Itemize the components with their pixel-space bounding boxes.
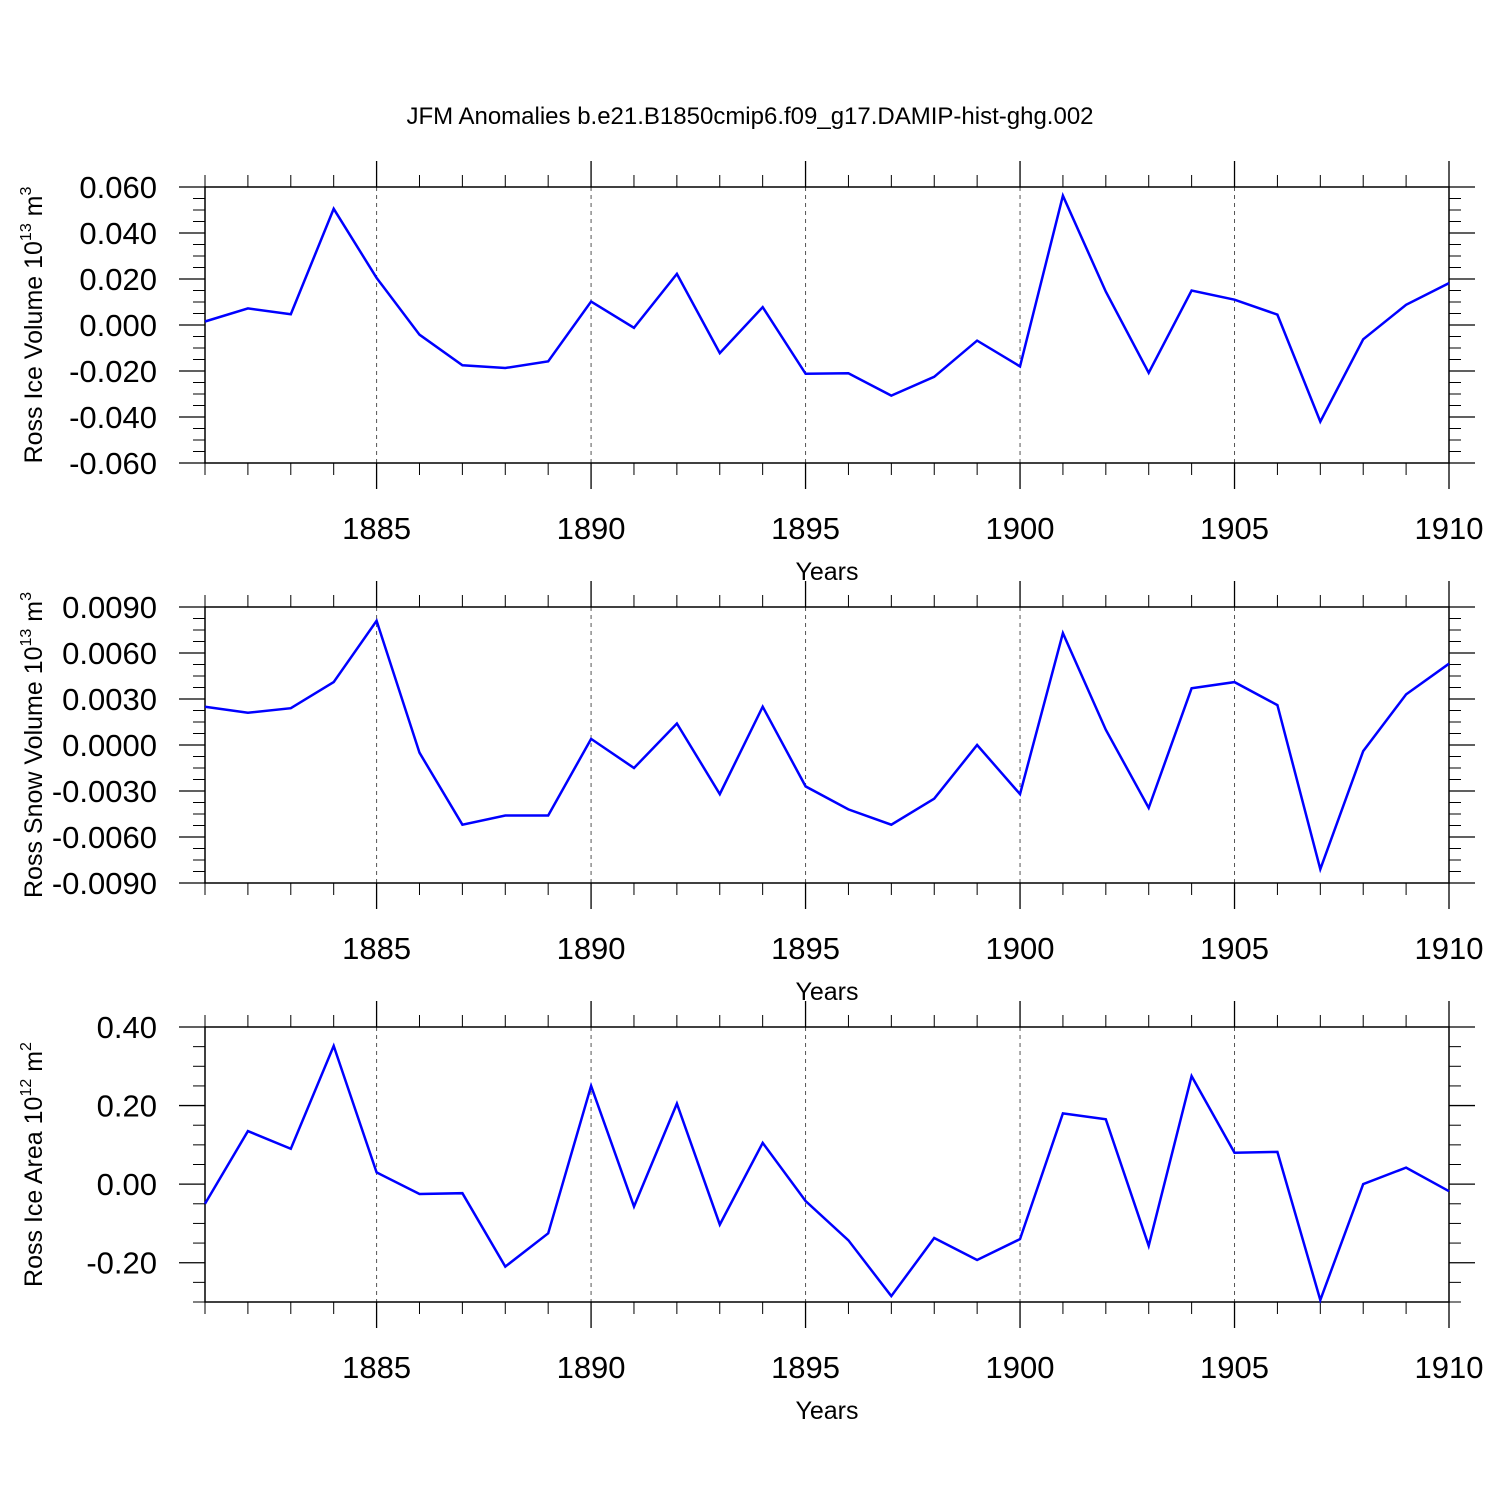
- y-tick-label: 0.0000: [62, 728, 157, 763]
- x-tick-label: 1885: [342, 511, 411, 546]
- figure-title: JFM Anomalies b.e21.B1850cmip6.f09_g17.D…: [406, 103, 1093, 130]
- y-tick-label: -0.0090: [52, 866, 157, 901]
- x-tick-label: 1900: [986, 931, 1055, 966]
- y-tick-label: 0.20: [97, 1089, 157, 1124]
- y-tick-label: 0.0030: [62, 682, 157, 717]
- y-tick-label: 0.040: [79, 216, 157, 251]
- series-line: [204, 191, 1450, 425]
- x-tick-label: 1905: [1200, 1350, 1269, 1385]
- x-tick-label: 1900: [986, 511, 1055, 546]
- x-tick-label: 1890: [557, 511, 626, 546]
- y-axis-label: Ross Snow Volume 1013 m3: [18, 592, 48, 898]
- y-tick-label: -0.060: [69, 446, 157, 481]
- chart-panel-2: 0.0090 0.0060 0.0030 0.0000 -0.0030 -0.0060 -0…: [18, 581, 1483, 1006]
- y-tick-label: -0.20: [86, 1246, 157, 1281]
- x-tick-label: 1890: [557, 931, 626, 966]
- series-line: [204, 618, 1450, 874]
- y-axis-label: Ross Ice Area 1012 m2: [18, 1042, 48, 1287]
- plot-frame: [204, 186, 1450, 464]
- x-tick-label: 1910: [1415, 1350, 1484, 1385]
- series-line: [203, 1042, 1450, 1304]
- y-tick-label: 0.060: [79, 170, 157, 205]
- y-tick-label: 0.020: [79, 262, 157, 297]
- y-tick-label: -0.020: [69, 354, 157, 389]
- x-tick-label: 1905: [1200, 931, 1269, 966]
- plot-frame: [204, 606, 1450, 884]
- x-tick-label: 1895: [771, 931, 840, 966]
- x-tick-label: 1885: [342, 931, 411, 966]
- x-tick-label: 1895: [771, 1350, 840, 1385]
- y-tick-label: 0.40: [97, 1010, 157, 1045]
- y-tick-label: -0.0030: [52, 774, 157, 809]
- chart-panel-1: 0.060 0.040 0.020 0.000 -0.020 -0.040 -0.060 18…: [18, 161, 1483, 586]
- x-tick-label: 1890: [557, 1350, 626, 1385]
- y-tick-label: 0.0090: [62, 590, 157, 625]
- y-tick-label: -0.040: [69, 400, 157, 435]
- x-axis-label: Years: [795, 1397, 858, 1425]
- chart-panels: 0.060 0.040 0.020 0.000 -0.020 -0.040 -0.060 18…: [18, 161, 1483, 1425]
- chart-panel-3: 0.40 0.20 0.00 -0.20 1885 1890 1895 1900 1905 191…: [18, 1001, 1483, 1425]
- y-tick-label: 0.000: [79, 308, 157, 343]
- y-axis-label: Ross Ice Volume 1013 m3: [18, 186, 48, 463]
- y-tick-label: -0.0060: [52, 820, 157, 855]
- x-tick-label: 1895: [771, 511, 840, 546]
- x-tick-label: 1905: [1200, 511, 1269, 546]
- plot-frame: [204, 1026, 1450, 1303]
- x-tick-label: 1885: [342, 1350, 411, 1385]
- x-tick-label: 1900: [986, 1350, 1055, 1385]
- x-tick-label: 1910: [1415, 931, 1484, 966]
- y-tick-label: 0.0060: [62, 636, 157, 671]
- x-tick-label: 1910: [1415, 511, 1484, 546]
- y-tick-label: 0.00: [97, 1167, 157, 1202]
